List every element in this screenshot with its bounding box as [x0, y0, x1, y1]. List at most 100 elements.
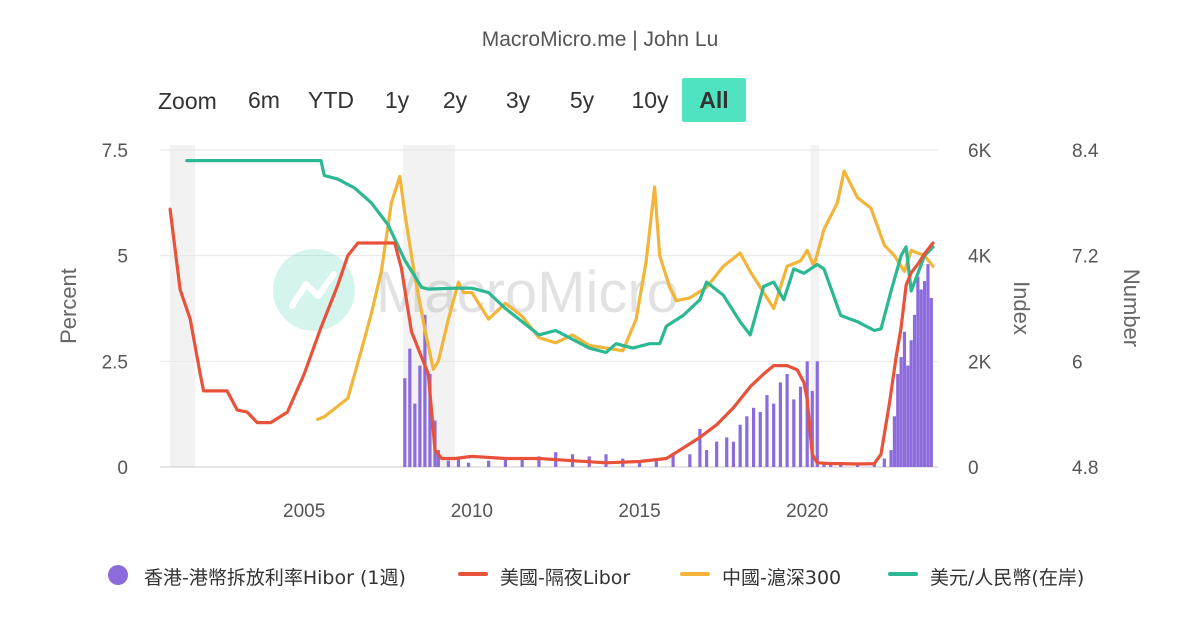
hibor-bar [792, 399, 796, 467]
y-tick-label-percent: 2.5 [102, 352, 128, 373]
range-button-1y[interactable]: 1y [384, 87, 410, 113]
y-tick-label-percent: 5 [117, 247, 128, 268]
hibor-bar [537, 456, 541, 467]
hibor-bar [408, 348, 412, 467]
y-axis-title-index: Index [1009, 281, 1034, 335]
hibor-bar [882, 458, 886, 467]
range-button-ytd[interactable]: YTD [308, 87, 354, 113]
y-tick-label-number: 4.8 [1072, 458, 1098, 479]
hibor-bar [731, 441, 736, 467]
y-tick-label-number: 6 [1072, 352, 1083, 373]
y-tick-label-number: 7.2 [1072, 247, 1098, 268]
hibor-bar [698, 428, 702, 467]
hibor-bar [899, 357, 903, 467]
hibor-bar [912, 314, 917, 467]
legend-dot-icon [108, 565, 128, 585]
hibor-bar [671, 454, 675, 467]
x-tick-label: 2010 [451, 501, 493, 522]
hibor-bar [604, 454, 608, 467]
hibor-bar [798, 386, 803, 467]
range-button-3y[interactable]: 3y [505, 87, 531, 113]
hibor-bar [909, 340, 913, 467]
y-tick-label-percent: 0 [117, 458, 128, 479]
recession-band [810, 145, 819, 467]
hibor-bar [503, 458, 508, 467]
hibor-bar [418, 365, 422, 467]
range-button-10y[interactable]: 10y [631, 87, 669, 113]
hibor-bar [765, 395, 769, 467]
hibor-bar [751, 407, 756, 467]
legend-label: 美元/人民幣(在岸) [930, 567, 1085, 589]
hibor-bar [403, 378, 407, 467]
x-tick-label: 2005 [283, 501, 325, 522]
range-button-2y[interactable]: 2y [442, 87, 468, 113]
hibor-bar [902, 331, 907, 467]
y-axis-title-number: Number [1119, 269, 1144, 347]
hibor-bar [778, 382, 782, 467]
hibor-bar [745, 416, 749, 467]
hibor-bar [839, 464, 843, 467]
usdcny-line [185, 159, 935, 355]
x-tick-label: 2020 [786, 501, 828, 522]
hibor-bar [520, 458, 524, 467]
hibor-bar [487, 460, 491, 467]
hibor-bar [822, 462, 826, 467]
csi300-line [316, 169, 935, 421]
zoom-label: Zoom [158, 88, 217, 114]
y-tick-label-index: 0 [968, 458, 979, 479]
hibor-bar [466, 462, 471, 467]
hibor-bar [889, 450, 893, 467]
legend-label: 美國-隔夜Libor [500, 567, 631, 589]
chart-title: MacroMicro.me | John Lu [481, 28, 719, 51]
hibor-bar [926, 264, 930, 467]
hibor-bar [916, 276, 920, 467]
recession-band [170, 145, 196, 467]
legend-label: 中國-滬深300 [722, 567, 842, 589]
range-button-all[interactable]: All [682, 78, 746, 122]
hibor-bar [855, 464, 860, 467]
legend-label: 香港-港幣拆放利率Hibor (1週) [144, 567, 406, 589]
y-tick-label-number: 8.4 [1072, 141, 1099, 162]
hibor-bar [810, 390, 814, 467]
hibor-bar [815, 361, 819, 467]
hibor-bar [456, 458, 461, 467]
legend-line-icon [888, 572, 918, 576]
hibor-bar [892, 416, 897, 467]
hibor-bar [428, 374, 432, 467]
range-button-5y[interactable]: 5y [569, 87, 595, 113]
watermark-text: MacroMicro [376, 260, 679, 325]
hibor-bar [758, 412, 762, 467]
legend-line-icon [680, 572, 710, 576]
hibor-bar [772, 403, 776, 467]
y-tick-label-percent: 7.5 [102, 141, 128, 162]
hibor-bar [654, 458, 658, 467]
hibor-bar [919, 289, 923, 467]
y-tick-label-index: 2K [968, 352, 992, 373]
hibor-bar [446, 460, 450, 467]
y-axis-title-percent: Percent [56, 268, 81, 344]
y-tick-label-index: 4K [968, 247, 992, 268]
hibor-bar [785, 374, 789, 467]
hibor-bar [413, 403, 417, 467]
legend-line-icon [458, 572, 488, 576]
hibor-bar [423, 314, 427, 467]
hibor-bar [922, 281, 927, 467]
hibor-bar [436, 450, 440, 467]
hibor-bar [705, 450, 709, 467]
hibor-bar [725, 437, 729, 467]
watermark-logo-mark [289, 271, 337, 309]
legend: 香港-港幣拆放利率Hibor (1週) 美國-隔夜Libor 中國-滬深300 美元/… [0, 562, 1200, 589]
hibor-bar [688, 454, 692, 467]
hibor-bar [738, 424, 742, 467]
hibor-bar [929, 297, 933, 467]
hibor-bar [906, 365, 910, 467]
hibor-bar [715, 441, 719, 467]
range-button-6m[interactable]: 6m [248, 87, 280, 113]
libor-line [168, 207, 935, 466]
hibor-bar [896, 374, 900, 467]
watermark: MacroMicro [273, 249, 679, 331]
watermark-logo-icon [273, 249, 355, 331]
y-tick-label-index: 6K [968, 141, 992, 162]
hibor-bar [637, 460, 642, 467]
